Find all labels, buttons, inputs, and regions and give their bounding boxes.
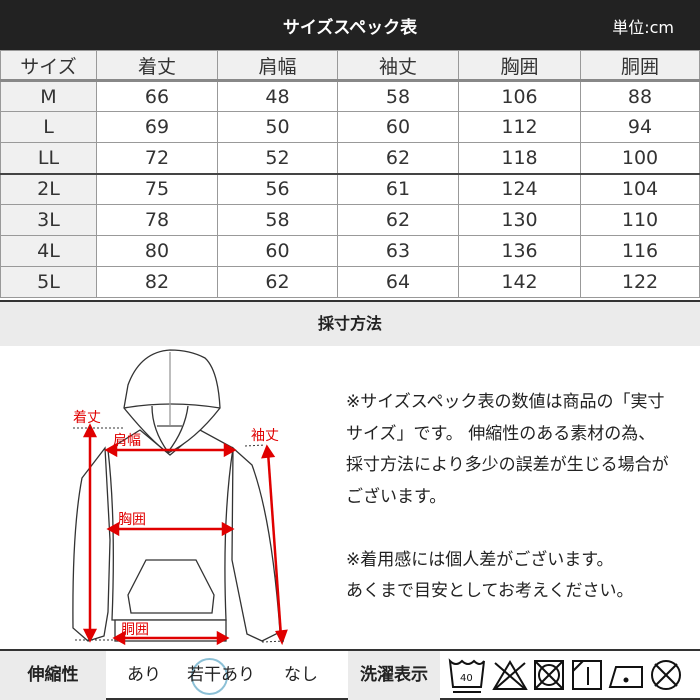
label-length: 着丈 <box>73 410 101 426</box>
value-cell: 112 <box>458 111 581 143</box>
size-cell: 4L <box>0 235 97 267</box>
value-cell: 104 <box>580 172 700 205</box>
note-line: サイズ」です。 伸縮性のある素材の為、 <box>346 423 656 444</box>
laundry-label: 洗濯表示 <box>348 651 440 700</box>
header-bar: サイズスペック表 単位:cm <box>0 0 700 50</box>
value-cell: 142 <box>458 266 581 298</box>
section-title: 採寸方法 <box>0 300 700 346</box>
table-row: 3L 78 58 62 130 110 <box>0 204 700 236</box>
col-header: 胸囲 <box>458 50 581 82</box>
line-dry-shade-icon <box>572 660 602 690</box>
table-row: 4L 80 60 63 136 116 <box>0 235 700 267</box>
laundry-icons: 40 <box>448 658 681 693</box>
table-header: サイズ 着丈 肩幅 袖丈 胸囲 胴囲 <box>0 50 700 82</box>
value-cell: 88 <box>580 80 700 112</box>
table-row: 5L 82 62 64 142 122 <box>0 266 700 298</box>
col-header: 肩幅 <box>217 50 338 82</box>
stretch-option-no: なし <box>284 665 318 685</box>
value-cell: 122 <box>580 266 700 298</box>
value-cell: 72 <box>96 142 218 174</box>
value-cell: 56 <box>217 172 338 205</box>
value-cell: 63 <box>337 235 459 267</box>
note-line <box>346 513 669 545</box>
value-cell: 136 <box>458 235 581 267</box>
value-cell: 110 <box>580 204 700 236</box>
value-cell: 116 <box>580 235 700 267</box>
iron-low-icon <box>608 666 643 688</box>
value-cell: 50 <box>217 111 338 143</box>
wash-40-icon: 40 <box>448 658 485 693</box>
value-cell: 62 <box>217 266 338 298</box>
measurement-notes: ※サイズスペック表の数値は商品の「実寸 サイズ」です。 伸縮性のある素材の為、 … <box>346 387 669 608</box>
value-cell: 64 <box>337 266 459 298</box>
label-chest: 胸囲 <box>118 512 146 528</box>
stretch-option-slight: 若干あり <box>187 665 255 685</box>
no-tumble-dry-icon <box>534 660 564 690</box>
value-cell: 130 <box>458 204 581 236</box>
size-cell: 5L <box>0 266 97 298</box>
note-line: 採寸方法により多少の誤差が生じる場合が <box>346 455 669 475</box>
label-waist: 胴囲 <box>121 622 149 638</box>
col-header: 胴囲 <box>580 50 700 82</box>
label-sleeve: 袖丈 <box>251 428 279 444</box>
stretch-option-yes: あり <box>127 665 161 685</box>
page-title: サイズスペック表 <box>282 18 418 38</box>
size-cell: 3L <box>0 204 97 236</box>
size-cell: 2L <box>0 172 97 205</box>
col-header: サイズ <box>0 50 97 82</box>
unit-label: 単位:cm <box>612 18 674 37</box>
note-line: あくまで目安としてお考えください。 <box>346 581 634 601</box>
col-header: 袖丈 <box>337 50 459 82</box>
col-header: 着丈 <box>96 50 218 82</box>
note-line: ※着用感には個人差がございます。 <box>346 549 614 570</box>
no-bleach-icon <box>492 660 528 690</box>
info-bar: 伸縮性 あり 若干あり なし 洗濯表示 40 <box>0 649 700 700</box>
value-cell: 118 <box>458 142 581 174</box>
value-cell: 82 <box>96 266 218 298</box>
value-cell: 62 <box>337 142 459 174</box>
note-line: ※サイズスペック表の数値は商品の「実寸 <box>346 392 665 412</box>
hoodie-outline <box>72 349 281 642</box>
value-cell: 62 <box>337 204 459 236</box>
value-cell: 58 <box>217 204 338 236</box>
selected-circle <box>191 658 228 695</box>
size-table: サイズ 着丈 肩幅 袖丈 胸囲 胴囲 M 66 48 58 106 88 L 69 50 60 11… <box>0 50 700 298</box>
note-line: ございます。 <box>346 486 447 507</box>
value-cell: 69 <box>96 111 218 143</box>
measure-arrows <box>82 423 288 646</box>
table-row: 2L 75 56 61 124 104 <box>0 172 700 205</box>
stretch-label: 伸縮性 <box>0 651 106 700</box>
value-cell: 124 <box>458 172 581 205</box>
value-cell: 48 <box>217 80 338 112</box>
svg-text:40: 40 <box>460 673 473 684</box>
no-dry-clean-icon <box>651 660 681 690</box>
value-cell: 80 <box>96 235 218 267</box>
label-shoulder: 肩幅 <box>113 433 141 449</box>
